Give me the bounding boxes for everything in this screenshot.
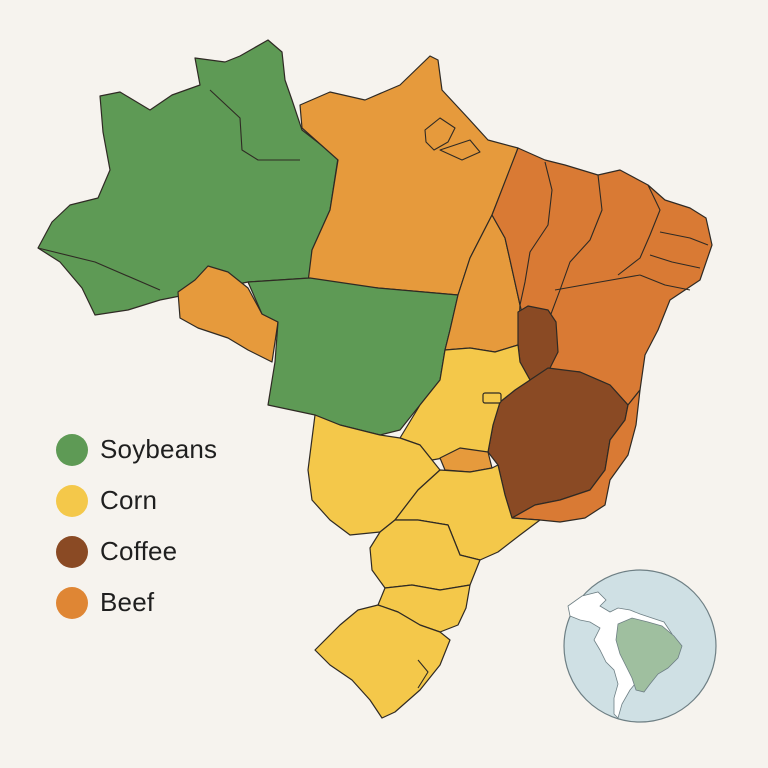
globe-brazil-highlight xyxy=(615,617,683,693)
legend-item-soybeans: Soybeans xyxy=(56,424,217,475)
coffee-swatch xyxy=(56,535,88,568)
legend-label: Corn xyxy=(100,485,158,515)
region-rio-grande-do-sul[interactable] xyxy=(314,604,451,719)
region-rondonia[interactable] xyxy=(177,265,279,363)
legend-item-coffee: Coffee xyxy=(56,526,217,577)
legend-item-beef: Beef xyxy=(56,577,217,628)
beef-swatch xyxy=(56,586,88,619)
region-amazonas[interactable] xyxy=(37,39,339,316)
federal-district[interactable] xyxy=(482,392,502,404)
region-goias[interactable] xyxy=(399,344,531,461)
soybeans-swatch xyxy=(56,433,88,466)
region-mato-grosso[interactable] xyxy=(247,277,459,436)
inset-globe xyxy=(563,569,717,723)
legend-label: Soybeans xyxy=(100,434,218,464)
legend-label: Coffee xyxy=(100,536,178,566)
legend: Soybeans Corn Coffee Beef xyxy=(56,424,217,628)
corn-swatch xyxy=(56,484,88,517)
legend-label: Beef xyxy=(100,587,155,617)
legend-item-corn: Corn xyxy=(56,475,217,526)
